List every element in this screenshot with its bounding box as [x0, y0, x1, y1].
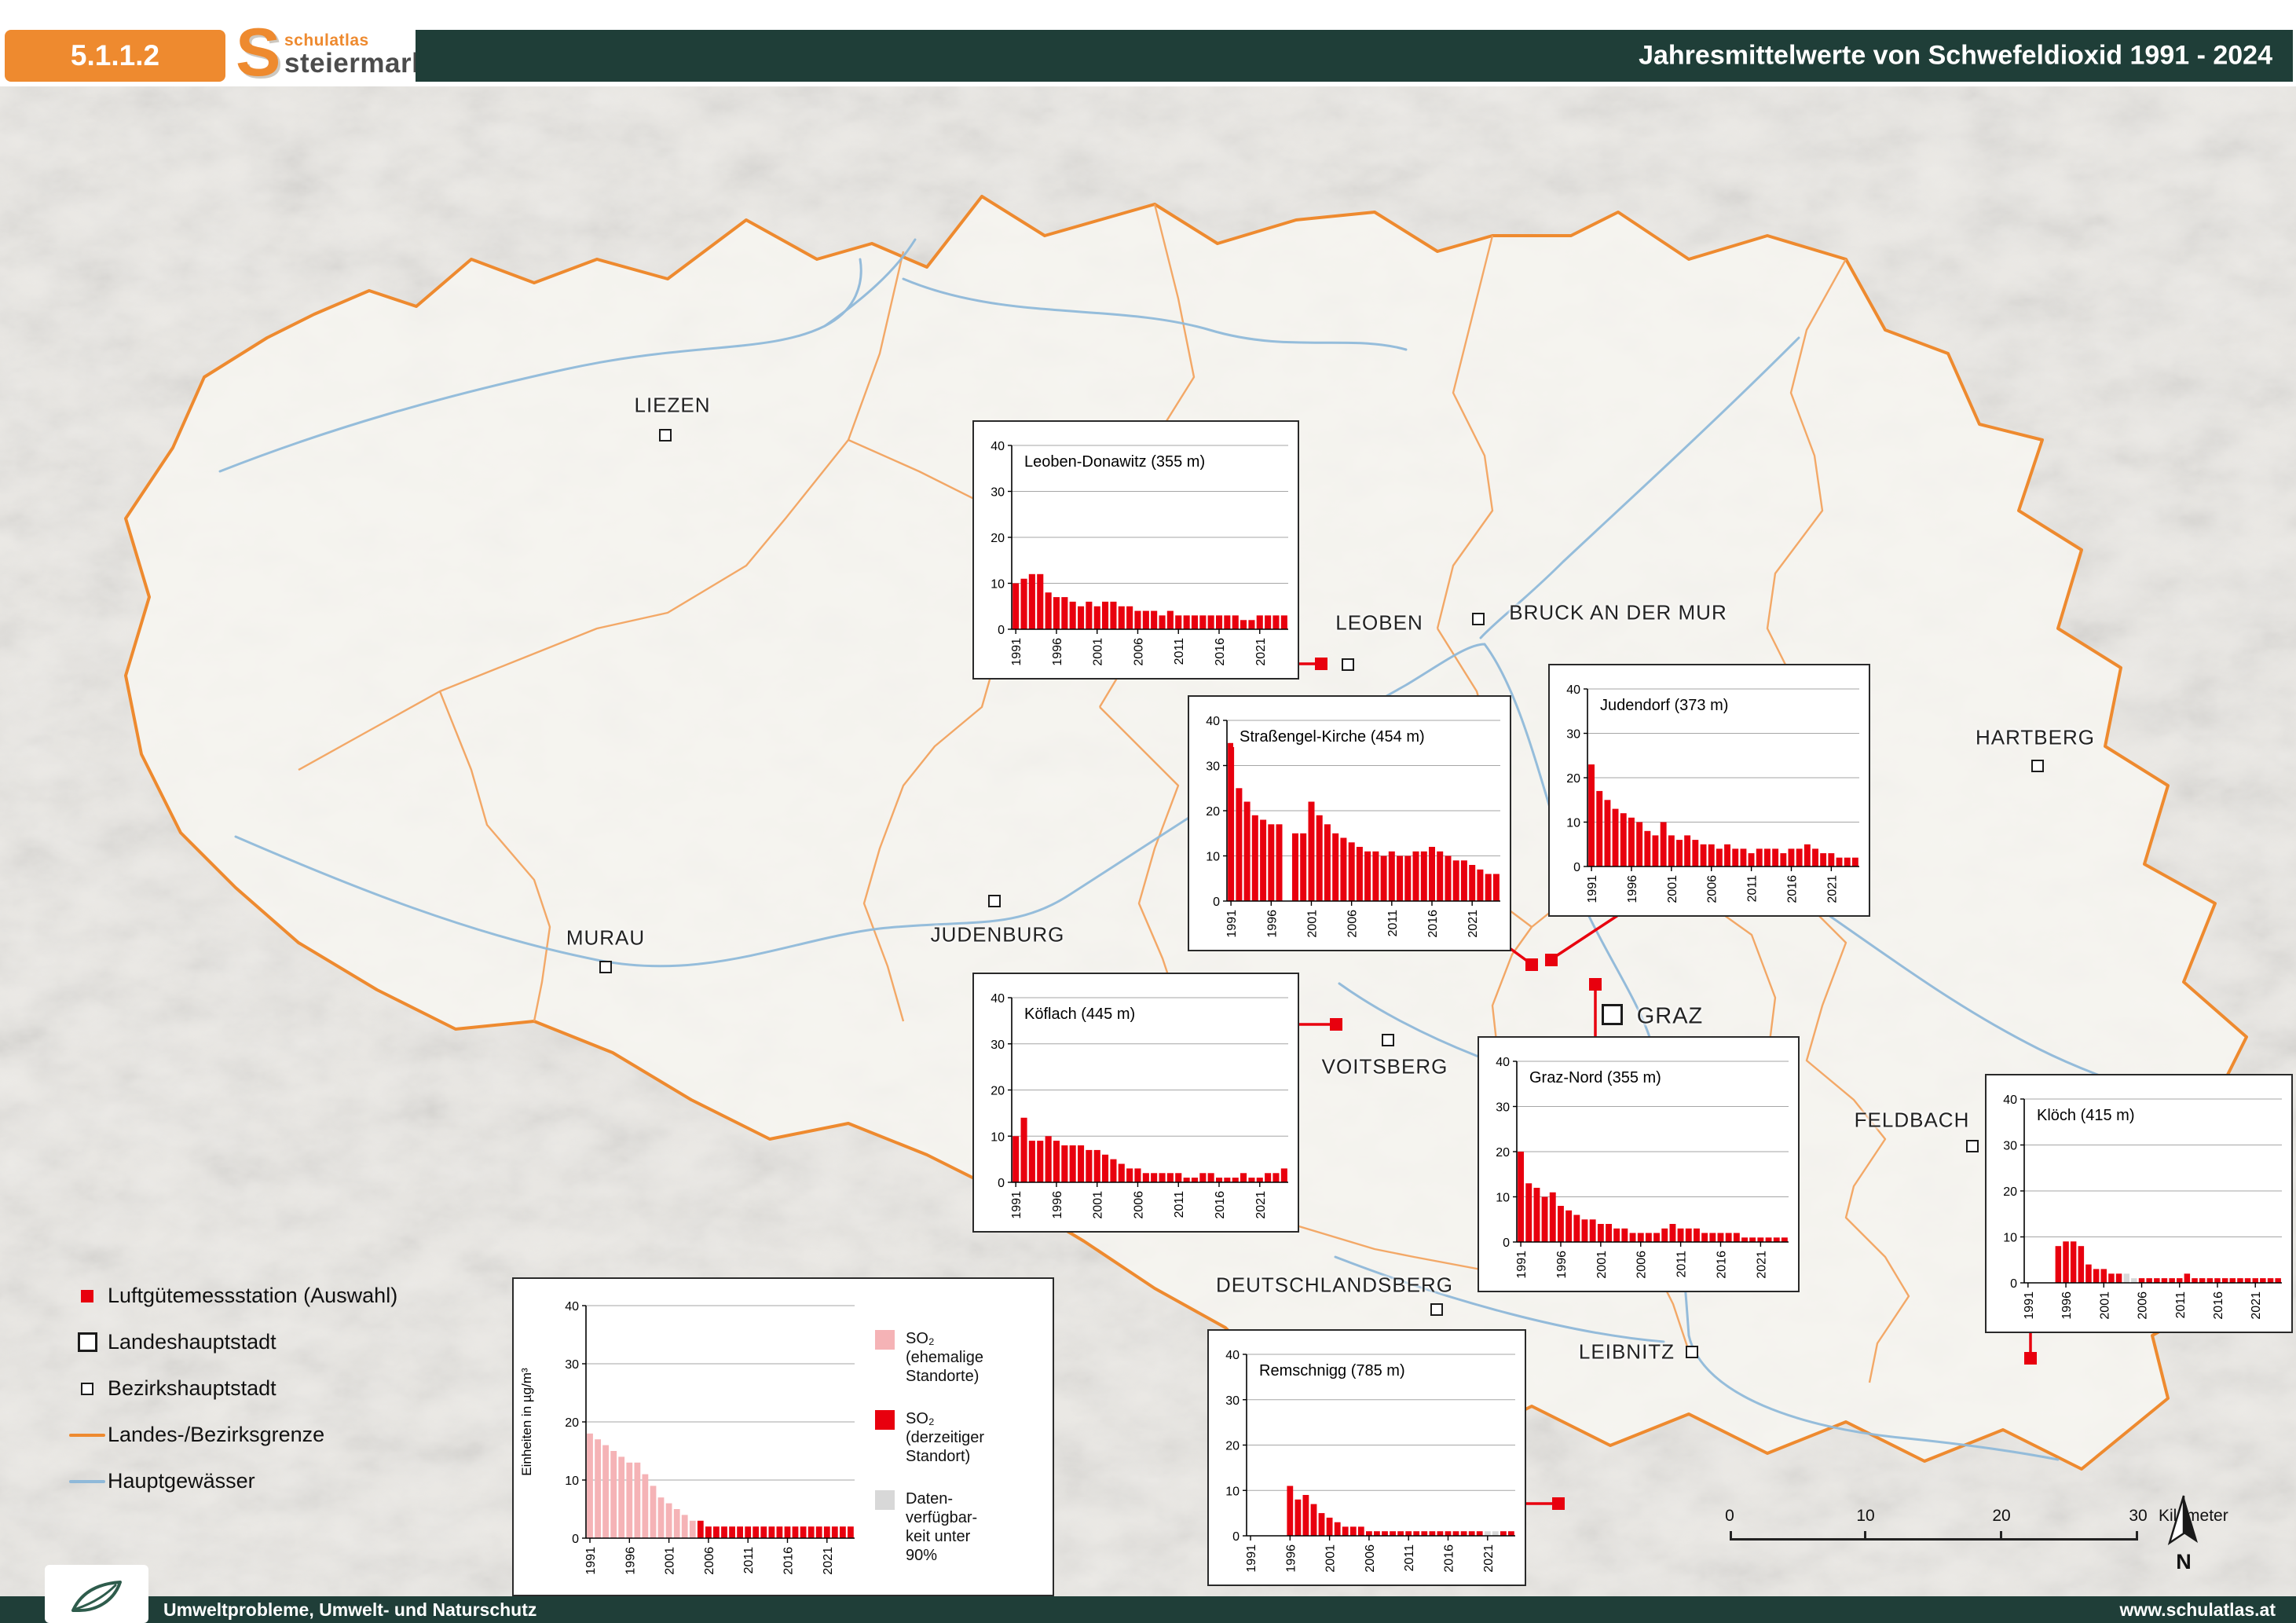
map-legend: Luftgütemessstation (Auswahl) Landeshaup… [67, 1273, 397, 1504]
pink-swatch-icon [875, 1330, 895, 1350]
bar-2016 [784, 1526, 791, 1538]
footer-url: www.schulatlas.at [2119, 1599, 2276, 1620]
legend-row-grenze: Landes-/Bezirksgrenze [67, 1412, 397, 1458]
bar-2008 [721, 1526, 727, 1538]
legend-label: Hauptgewässer [108, 1469, 255, 1493]
units-chart-svg: 0 10 20 30 40 1991 1996 2001 2006 2011 2016 2021 Ein… [519, 1300, 855, 1575]
bar-2017 [792, 1526, 799, 1538]
units-legend-panel: 0 10 20 30 40 1991 1996 2001 2006 2011 2016 2021 Ein… [512, 1277, 1054, 1596]
bar-2009 [729, 1526, 735, 1538]
legend-row-station: Luftgütemessstation (Auswahl) [67, 1273, 397, 1319]
bar-1991 [587, 1433, 593, 1538]
bar-2001 [665, 1503, 672, 1538]
legend-row-landeshauptstadt: Landeshauptstadt [67, 1319, 397, 1365]
y-tick-0: 0 [572, 1533, 579, 1546]
river-line-icon [69, 1479, 105, 1483]
bar-1998 [642, 1474, 649, 1538]
scale-tick-label: 20 [1992, 1507, 2011, 1525]
north-arrow: N [2162, 1493, 2206, 1574]
legend-label: Bezirkshauptstadt [108, 1376, 276, 1400]
page-number: 5.1.1.2 [70, 39, 160, 71]
station-symbol-icon [81, 1289, 93, 1302]
bar-1995 [618, 1456, 625, 1538]
bar-2019 [807, 1526, 815, 1538]
legend-entry-label: Daten- verfügbar- keit unter 90% [906, 1490, 978, 1564]
y-axis-label: Einheiten in µg/m³ [519, 1368, 534, 1476]
bar-2020 [815, 1526, 822, 1538]
bar-1999 [650, 1486, 657, 1538]
bar-2015 [776, 1526, 783, 1538]
title-bar: Jahresmittelwerte von Schwefeldioxid 199… [416, 30, 2293, 82]
legend-entry-label: SO₂ (derzeitiger Standort) [906, 1410, 985, 1465]
schulatlas-logo: S schulatlas steiermark [233, 15, 427, 90]
scale-tick-label: 10 [1856, 1507, 1875, 1525]
legend-label: Landeshauptstadt [108, 1330, 276, 1354]
legend-row-gewaesser: Hauptgewässer [67, 1458, 397, 1504]
footer-bar: Umweltprobleme, Umwelt- und Naturschutz … [0, 1596, 2296, 1623]
bar-2004 [689, 1520, 696, 1538]
x-tick-1991: 1991 [584, 1547, 598, 1575]
bar-2005 [697, 1520, 704, 1538]
x-tick-2016: 2016 [782, 1547, 796, 1575]
x-tick-2006: 2006 [703, 1547, 716, 1575]
bar-2000 [657, 1497, 665, 1538]
north-arrow-icon [2167, 1495, 2198, 1545]
page-title: Jahresmittelwerte von Schwefeldioxid 199… [1639, 40, 2272, 71]
x-tick-1996: 1996 [624, 1547, 637, 1575]
bar-1992 [595, 1439, 601, 1538]
legend-label: Landes-/Bezirksgrenze [108, 1423, 325, 1446]
bar-1997 [634, 1462, 641, 1538]
x-tick-2021: 2021 [822, 1547, 835, 1575]
legend-entry-data-availability: Daten- verfügbar- keit unter 90% [875, 1489, 1039, 1565]
bar-2023 [840, 1526, 846, 1538]
legend-row-bezirkshauptstadt: Bezirkshauptstadt [67, 1365, 397, 1412]
page-number-badge: 5.1.1.2 [5, 30, 225, 82]
footer-chapter: Umweltprobleme, Umwelt- und Naturschutz [163, 1599, 537, 1620]
bar-2013 [760, 1526, 767, 1538]
logo-schulatlas-text: schulatlas [284, 31, 369, 49]
legend-entry-label: SO₂ (ehemalige Standorte) [906, 1330, 983, 1385]
bar-2010 [737, 1526, 743, 1538]
y-tick-20: 20 [565, 1416, 579, 1430]
bar-2007 [713, 1526, 720, 1538]
leaf-logo-icon [71, 1581, 122, 1612]
units-chart: 0 10 20 30 40 1991 1996 2001 2006 2011 2016 2021 Ein… [514, 1279, 864, 1593]
bar-2014 [768, 1526, 775, 1538]
gray-swatch-icon [875, 1490, 895, 1510]
border-line-icon [69, 1433, 105, 1437]
bar-2012 [753, 1526, 760, 1538]
bar-2002 [673, 1509, 680, 1538]
bar-2021 [823, 1526, 830, 1538]
y-tick-10: 10 [565, 1475, 579, 1488]
x-tick-2001: 2001 [664, 1547, 677, 1575]
scale-tick-label: 0 [1725, 1507, 1734, 1525]
bar-2006 [705, 1526, 712, 1538]
north-label: N [2176, 1550, 2192, 1574]
logo-s-mark: S [236, 15, 281, 90]
logo-steiermark-text: steiermark [284, 48, 428, 79]
y-tick-30: 30 [565, 1358, 579, 1372]
bar-2011 [745, 1526, 752, 1538]
y-tick-40: 40 [565, 1300, 579, 1313]
bar-1994 [610, 1451, 617, 1538]
units-chart-legend: SO₂ (ehemalige Standorte) SO₂ (derzeitig… [864, 1279, 1047, 1595]
bar-2003 [681, 1515, 688, 1538]
bar-1996 [626, 1462, 633, 1538]
red-swatch-icon [875, 1410, 895, 1430]
legend-entry-so2-former: SO₂ (ehemalige Standorte) [875, 1329, 1039, 1386]
bar-2018 [800, 1526, 807, 1538]
bar-1993 [602, 1445, 609, 1538]
publisher-logo [45, 1565, 148, 1623]
landeshauptstadt-symbol-icon [77, 1332, 97, 1352]
x-tick-2011: 2011 [742, 1547, 756, 1574]
legend-label: Luftgütemessstation (Auswahl) [108, 1284, 398, 1307]
bar-2024 [848, 1526, 854, 1538]
bar-2022 [831, 1526, 838, 1538]
scale-tick-label: 30 [2129, 1507, 2148, 1525]
bezirkshauptstadt-symbol-icon [81, 1382, 93, 1395]
scale-line [1730, 1531, 2138, 1541]
legend-entry-so2-current: SO₂ (derzeitiger Standort) [875, 1409, 1039, 1466]
